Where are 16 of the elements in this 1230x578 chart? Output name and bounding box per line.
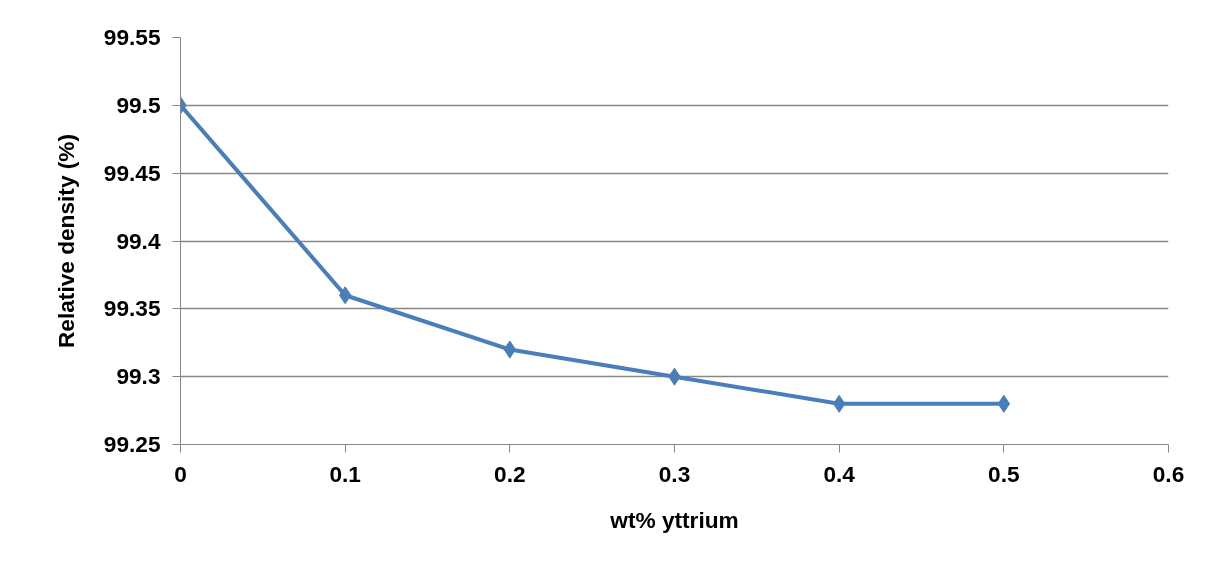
x-axis-title: wt% yttrium: [609, 506, 739, 533]
y-tick-label: 99.55: [103, 24, 161, 50]
y-tick-label: 99.5: [116, 91, 161, 118]
x-tick-label: 0.3: [658, 460, 691, 487]
x-tick-label: 0: [174, 460, 187, 487]
x-tick-label: 0.6: [1152, 460, 1185, 487]
y-tick-label: 99.45: [103, 159, 161, 186]
x-tick-label: 0.5: [988, 460, 1020, 487]
x-tick-label: 0.2: [494, 460, 526, 487]
y-axis-title: Relative density (%): [52, 133, 79, 349]
x-tick-label: 0.1: [329, 460, 361, 487]
x-tick-label: 0.4: [823, 460, 856, 487]
y-tick-label: 99.3: [116, 363, 161, 390]
y-tick-label: 99.35: [103, 295, 161, 322]
y-tick-label: 99.25: [103, 431, 161, 457]
y-tick-label: 99.4: [116, 227, 161, 254]
